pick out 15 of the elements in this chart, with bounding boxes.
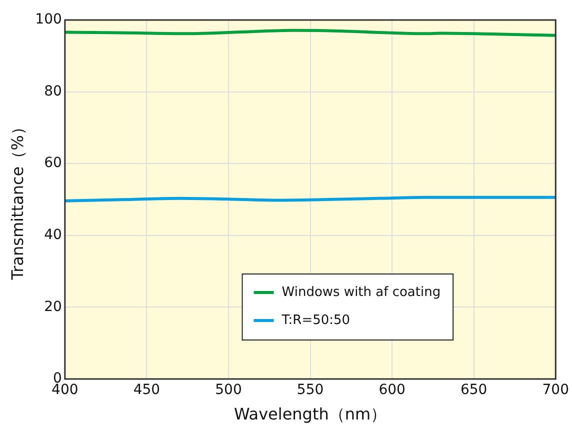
- legend-label: T:R=50:50: [280, 312, 350, 328]
- x-tick-label: 650: [460, 382, 488, 398]
- x-tick-label: 450: [133, 382, 160, 398]
- y-tick-label: 60: [44, 155, 62, 172]
- x-axis-title: Wavelength（nm）: [234, 404, 387, 424]
- y-tick-label: 20: [44, 298, 62, 315]
- x-tick-label: 550: [296, 382, 324, 398]
- x-tick-label: 700: [542, 382, 570, 398]
- y-axis-title: Transmittance（%）: [8, 119, 27, 281]
- x-tick-label: 500: [215, 382, 242, 398]
- legend-label: Windows with af coating: [282, 284, 441, 300]
- y-tick-label: 40: [44, 227, 62, 244]
- y-tick-label: 80: [44, 83, 62, 100]
- x-tick-label: 600: [378, 382, 406, 398]
- y-tick-label: 100: [35, 12, 62, 28]
